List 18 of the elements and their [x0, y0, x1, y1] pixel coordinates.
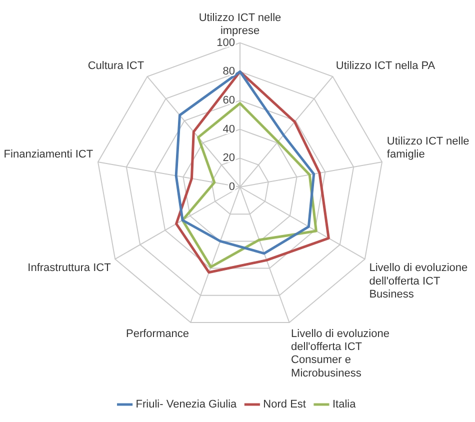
legend-label: Nord Est	[263, 398, 306, 411]
spoke-label: Cultura ICT	[88, 60, 144, 72]
y-tick-label: 20	[222, 152, 235, 164]
legend-label: Friuli- Venezia Giulia	[136, 398, 238, 411]
spoke-label: Utilizzo ICT nelle famiglie	[386, 135, 470, 161]
y-tick-label: 40	[222, 123, 235, 136]
spoke-label: Utilizzo ICT nella PA	[336, 60, 436, 72]
y-tick-label: 0	[228, 181, 235, 194]
spoke-label: Finanziamenti ICT	[4, 148, 94, 161]
y-tick-label: 80	[222, 66, 235, 78]
y-tick-label: 100	[216, 36, 235, 49]
spoke-label: Utilizzo ICT nelle imprese	[198, 12, 282, 38]
y-tick-label: 60	[222, 94, 235, 107]
spoke-label: Livello di evoluzione dell'offerta ICT Consumer e Microbusiness	[291, 328, 390, 380]
spoke-label: Performance	[126, 328, 189, 340]
legend-label: Italia	[332, 398, 357, 411]
spoke-label: Livello di evoluzione dell'offerta ICT Business	[369, 262, 468, 301]
spoke-label: Infrastruttura ICT	[28, 262, 112, 274]
